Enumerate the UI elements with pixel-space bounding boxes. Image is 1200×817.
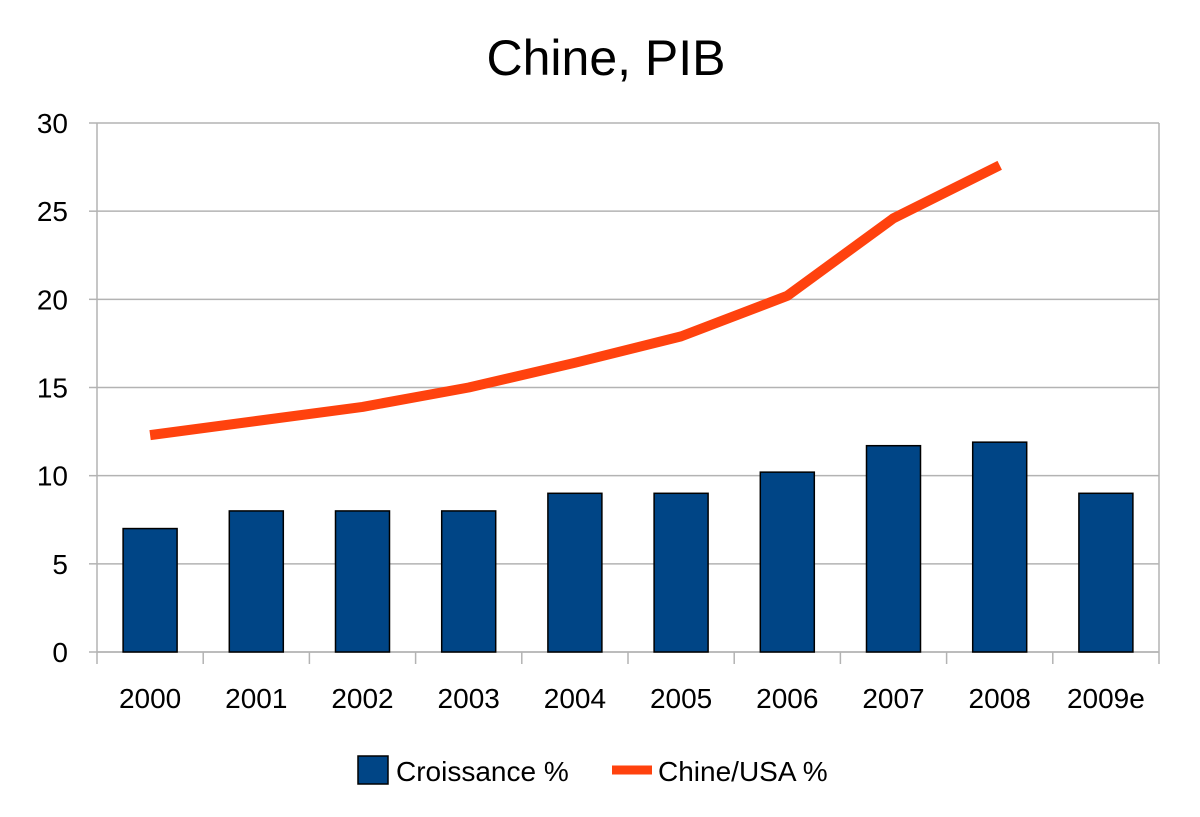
legend-label-chine-usa: Chine/USA % bbox=[658, 756, 828, 787]
x-tick-label: 2000 bbox=[119, 683, 181, 714]
x-tick-label: 2003 bbox=[438, 683, 500, 714]
y-tick-label: 25 bbox=[37, 196, 68, 227]
bar-2000 bbox=[122, 527, 178, 653]
x-tick-label: 2004 bbox=[544, 683, 606, 714]
y-tick-label: 10 bbox=[37, 461, 68, 492]
bar-2006 bbox=[759, 471, 816, 653]
x-tick-label: 2007 bbox=[862, 683, 924, 714]
bar-2005 bbox=[653, 492, 709, 653]
y-tick-label: 20 bbox=[37, 284, 68, 315]
y-tick-label: 15 bbox=[37, 373, 68, 404]
bar-2003 bbox=[440, 510, 497, 653]
x-tick-label: 2008 bbox=[969, 683, 1031, 714]
bar-2007 bbox=[865, 444, 922, 653]
bar-2001 bbox=[228, 510, 285, 653]
x-tick-label: 2006 bbox=[756, 683, 818, 714]
y-tick-label: 5 bbox=[52, 549, 68, 580]
bar-series bbox=[122, 441, 1134, 653]
y-tick-label: 30 bbox=[37, 108, 68, 139]
x-tick-label: 2001 bbox=[225, 683, 287, 714]
x-tick-label: 2005 bbox=[650, 683, 712, 714]
legend-swatch-croissance bbox=[357, 755, 389, 785]
bar-2002 bbox=[334, 510, 391, 653]
legend-label-croissance: Croissance % bbox=[396, 756, 569, 787]
bar-2008 bbox=[971, 441, 1028, 653]
x-tick-labels: 2000 2001 2002 2003 2004 2005 2006 2007 2008 2009… bbox=[119, 683, 1145, 714]
legend: Croissance % Chine/USA % bbox=[357, 755, 828, 787]
x-tick-label: 2002 bbox=[331, 683, 393, 714]
line-chine-usa bbox=[149, 160, 1002, 441]
bar-2009e bbox=[1078, 492, 1134, 653]
line-series bbox=[149, 160, 1002, 441]
x-tick-label: 2009e bbox=[1067, 683, 1145, 714]
chart-title: Chine, PIB bbox=[486, 30, 725, 86]
y-tick-labels: 0 5 10 15 20 25 30 bbox=[37, 108, 68, 668]
y-tick-label: 0 bbox=[52, 637, 68, 668]
bar-2004 bbox=[547, 492, 603, 653]
